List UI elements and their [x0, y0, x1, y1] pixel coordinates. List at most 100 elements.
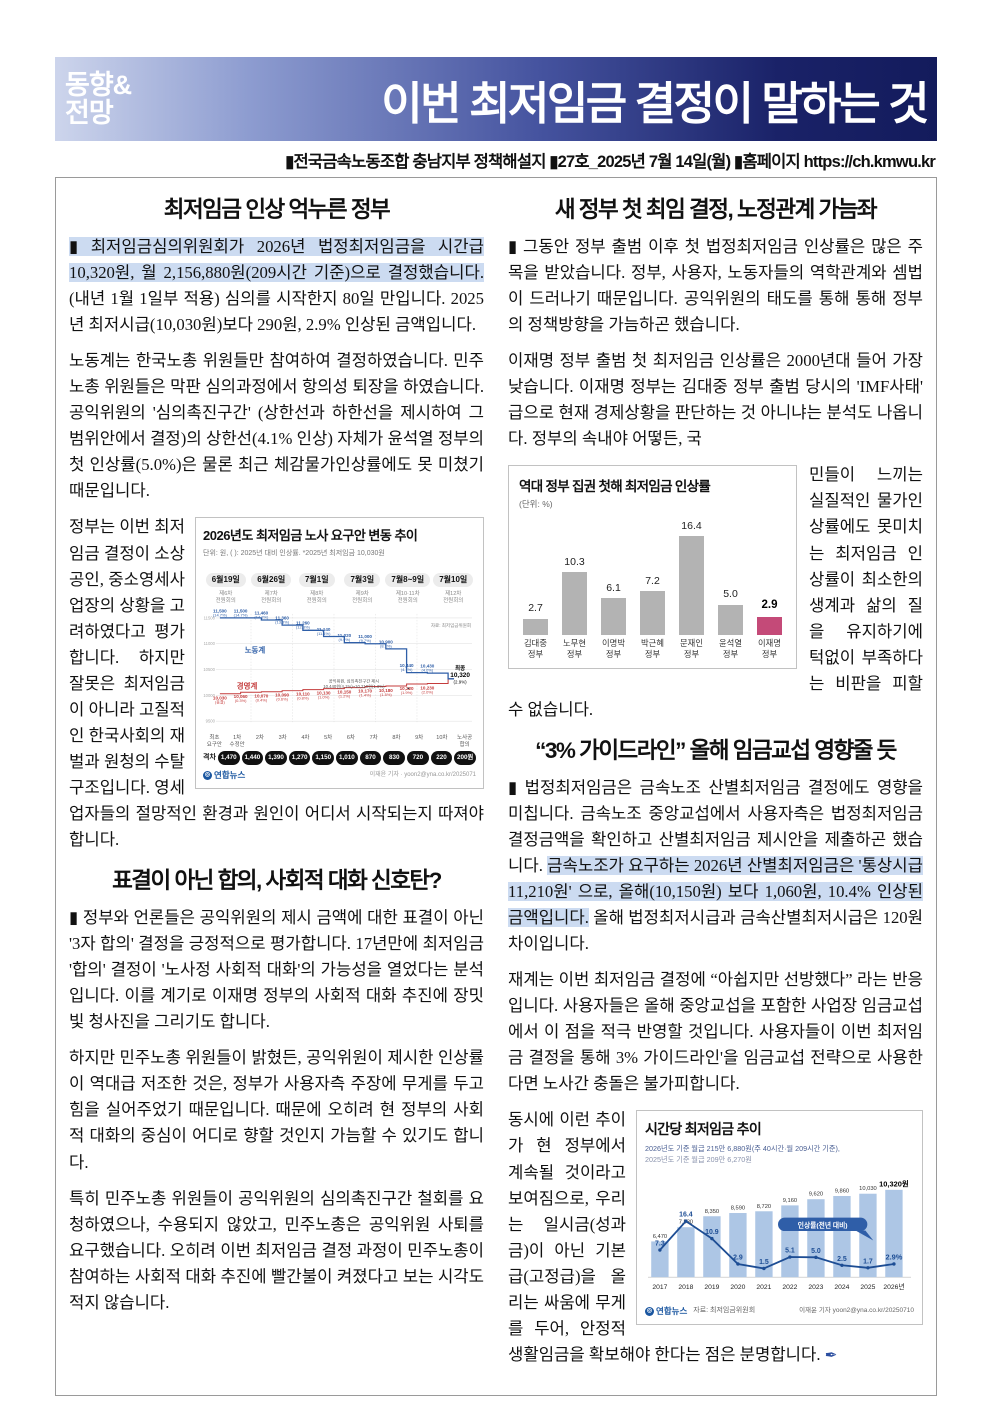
- svg-text:2022: 2022: [782, 1284, 797, 1291]
- svg-text:(13.3%): (13.3%): [275, 620, 290, 625]
- svg-text:2019: 2019: [704, 1284, 719, 1291]
- svg-text:10,130: 10,130: [317, 691, 331, 696]
- chart3-credit: 이재윤 기자 yoon2@yna.co.kr/20250710: [799, 1307, 914, 1315]
- svg-text:2023: 2023: [808, 1284, 823, 1291]
- publication-meta: ▮전국금속노동조합 충남지부 정책해설지 ▮27호_2025년 7월 14일(월…: [285, 153, 936, 171]
- chart2-bar: [640, 591, 665, 636]
- svg-text:10500: 10500: [203, 667, 215, 672]
- svg-text:(9.7%): (9.7%): [359, 638, 371, 643]
- chart1-gap-pill: 200원: [454, 751, 476, 766]
- paragraph-text: 올해 법정최저시급과 금속산별최저시급은 120원 차이입니다.: [508, 908, 923, 954]
- svg-text:10,030: 10,030: [859, 1186, 877, 1192]
- paragraph: ▮ 그동안 정부 출범 이후 첫 법정최저임금 인상률은 많은 주목을 받았습니…: [508, 237, 923, 335]
- svg-text:9,620: 9,620: [809, 1191, 823, 1197]
- svg-text:2025: 2025: [860, 1284, 875, 1291]
- chart2-bar-column: 6.1 이명박 정부: [601, 581, 626, 659]
- paragraph-with-chart: 2026년도 최저임금 노사 요구안 변동 추이 단위: 원, ( ): 202…: [69, 514, 484, 853]
- chart1-gap-pill: 1,470: [217, 751, 240, 766]
- chart3-subtitle1: 2026년도 기준 월급 215만 6,880원(주 40시간·월 209시간 …: [645, 1144, 840, 1154]
- svg-text:2.5: 2.5: [837, 1256, 847, 1263]
- chart3-title: 시간당 최저임금 추이: [645, 1121, 762, 1138]
- chart3-plot: 6,4707,5308,3508,5908,7209,1609,6209,860…: [647, 1178, 912, 1291]
- chart2-bar-column: 16.4 문재인 정부: [679, 519, 704, 659]
- svg-text:8,720: 8,720: [757, 1203, 771, 1209]
- svg-text:10,230: 10,230: [420, 685, 434, 690]
- svg-text:최종: 최종: [455, 664, 465, 672]
- svg-text:(1.5%): (1.5%): [380, 692, 392, 697]
- svg-text:11,140: 11,140: [317, 627, 331, 632]
- first-year-increase-chart: 역대 정부 집권 첫해 최저임금 인상률 (단위: %) 2.7 김대중 정부 10.…: [508, 465, 797, 669]
- chart1-date-cell: 6월19일 제6차 전원회의: [203, 564, 249, 605]
- svg-text:10,090: 10,090: [275, 693, 289, 698]
- chart3-source: 자료: 최저임금위원회: [693, 1306, 756, 1314]
- yonhap-logo-icon: ◎: [203, 771, 212, 781]
- paragraph: 이재명 정부 출범 첫 최저임금 인상률은 2000년대 들어 가장 낮습니다.…: [508, 351, 923, 449]
- paragraph-text: 동시에 이런 추이가 현 정부에서 계속될 것이라고 보여짐으로, 우리는 일시…: [508, 1110, 821, 1364]
- masthead-banner: 동향& 전망 이번 최저임금 결정이 말하는 것: [55, 57, 937, 141]
- svg-text:11,000: 11,000: [358, 634, 372, 639]
- chart1-subtitle: 단위: 원, ( ): 2025년 대비 인상률. *2025년 최저임금 10…: [203, 549, 385, 557]
- chart1-gap-pill: 720: [407, 751, 429, 766]
- paragraph-text: ▮ 법정최저임금은 금속노조 산별최저임금 결정에도 영향을 미칩니다. 금속노…: [508, 777, 923, 875]
- chart2-bar-column: 2.9 이재명 정부: [757, 599, 782, 659]
- yonhap-brand-text: 연합뉴스: [214, 770, 246, 781]
- heading-left-1: 최저임금 인상 억누른 정부: [163, 197, 391, 222]
- hourly-minimum-wage-chart: 시간당 최저임금 추이 2026년도 기준 월급 215만 6,880원(주 4…: [636, 1110, 923, 1325]
- svg-text:(1.9%): (1.9%): [401, 690, 413, 695]
- svg-text:9,160: 9,160: [783, 1198, 797, 1204]
- chart1-round-labels: 최초 요구안 1차 수정안 2차 3차 4차 5차 6차 7차 8차 9차 10차 노사공 합의: [206, 735, 473, 748]
- svg-text:(2.9%): (2.9%): [454, 679, 468, 684]
- svg-text:10,900: 10,900: [379, 639, 393, 644]
- svg-text:11,500: 11,500: [234, 608, 248, 613]
- svg-text:10,440: 10,440: [400, 663, 414, 668]
- svg-text:(1.2%): (1.2%): [339, 693, 351, 698]
- svg-text:11500: 11500: [204, 615, 216, 620]
- svg-text:(4.1%): (4.1%): [401, 667, 413, 672]
- svg-text:11,360: 11,360: [275, 616, 289, 621]
- svg-text:5.0: 5.0: [811, 1248, 821, 1255]
- chart1-gap-pill: 830: [383, 751, 406, 766]
- chart2-unit: (단위: %): [519, 499, 553, 510]
- svg-text:9,860: 9,860: [835, 1188, 849, 1194]
- svg-text:7.3: 7.3: [655, 1240, 665, 1247]
- svg-text:10000: 10000: [203, 693, 215, 698]
- end-mark-icon: ✒: [824, 1345, 838, 1364]
- svg-text:경영계: 경영계: [237, 680, 258, 690]
- yonhap-logo-icon: ◎: [645, 1306, 654, 1316]
- svg-text:8,350: 8,350: [705, 1208, 719, 1214]
- chart2-bar: [757, 617, 782, 636]
- svg-text:10,320원: 10,320원: [879, 1178, 909, 1188]
- svg-text:16.4: 16.4: [679, 1211, 693, 1218]
- chart1-title: 2026년도 최저임금 노사 요구안 변동 추이: [203, 528, 418, 544]
- svg-text:10,220: 10,220: [400, 686, 414, 691]
- chart1-plot: 11500 11000 10500 10000 9500 자료: 최저임금위원회 11,50…: [203, 608, 473, 724]
- yonhap-logo: ◎ 연합뉴스: [645, 1305, 687, 1318]
- svg-text:11,460: 11,460: [255, 610, 269, 615]
- svg-text:10,030: 10,030: [213, 696, 227, 701]
- chart1-credit: 이재윤 기자 · yoon2@yna.co.kr/2025071: [369, 771, 476, 778]
- svg-text:(14.7%): (14.7%): [213, 612, 228, 617]
- chart2-bar: [718, 604, 743, 636]
- chart2-bar-value: 16.4: [681, 519, 702, 532]
- svg-text:11000: 11000: [204, 641, 216, 646]
- svg-text:2020: 2020: [730, 1284, 745, 1291]
- negotiation-trend-chart: 2026년도 최저임금 노사 요구안 변동 추이 단위: 원, ( ): 202…: [195, 517, 484, 790]
- svg-text:11,020: 11,020: [338, 633, 352, 638]
- svg-text:(0.3%): (0.3%): [235, 698, 247, 703]
- svg-text:인상률(전년 대비): 인상률(전년 대비): [798, 1220, 848, 1229]
- chart2-bar-value: 10.3: [564, 555, 585, 568]
- chart2-bars: 2.7 김대중 정부 10.3 노무현 정부 6.1 이명박 정부 7.2 박근혜 정부 16.4 문재인…: [519, 518, 786, 660]
- paragraph-text: (내년 1월 1일부 적용) 심의를 시작한지 80일 만입니다. 2025년 …: [69, 289, 484, 335]
- svg-text:노동계: 노동계: [245, 645, 266, 655]
- chart1-gap-row: 격차 1,470 1,440 1,390 1,270 1,150 1,010 870 830 72…: [203, 751, 476, 766]
- chart1-date-cell: 7월8~9일 제10·11차 전원회의: [385, 564, 431, 605]
- heading-right-1: 새 정부 첫 최임 결정, 노정관계 가늠좌: [554, 197, 878, 222]
- chart1-gap-label: 격차: [203, 753, 216, 761]
- badge-line2: 전망: [65, 98, 114, 128]
- svg-text:8,590: 8,590: [731, 1205, 745, 1211]
- svg-text:10,440원(4.1%)~10,210원(1.8%): 10,440원(4.1%)~10,210원(1.8%): [323, 683, 385, 689]
- svg-text:(1.4%): (1.4%): [359, 692, 371, 697]
- chart2-bar-column: 2.7 김대중 정부: [523, 602, 548, 659]
- svg-text:(0.6%): (0.6%): [276, 697, 288, 702]
